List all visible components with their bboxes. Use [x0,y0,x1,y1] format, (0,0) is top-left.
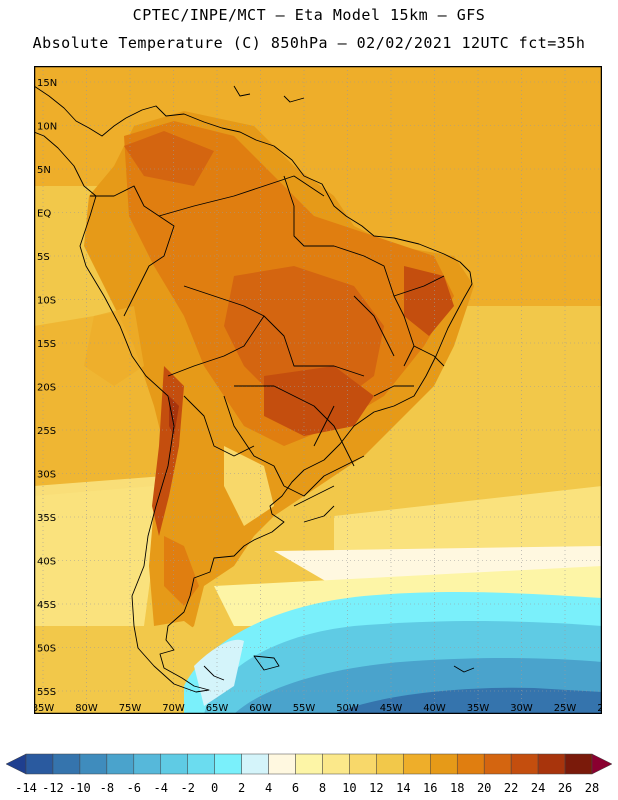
colorbar-swatch [214,753,242,775]
colorbar-label: 2 [238,781,245,795]
lon-label: 45W [380,703,403,714]
lon-label: 75W [119,703,142,714]
lat-label: 15N [37,78,57,89]
lat-label: 20S [37,383,56,394]
colorbar-label: -8 [100,781,114,795]
colorbar-label: 22 [504,781,518,795]
colorbar-swatch [241,753,269,775]
colorbar-swatch [52,753,81,775]
lon-label: 35W [467,703,490,714]
colorbar-swatch [187,753,215,775]
colorbar: -14 -12 -10 -8 -6 -4 -2 0 2 4 6 8 10 12 14 16 18 20 22 24 26… [6,753,612,795]
lat-label: 40S [37,557,56,568]
colorbar-swatch [268,753,296,775]
temperature-map: 15N 10N 5N EQ 5S 10S 15S 20S 25S 30S 35S 40S 45S 50S 5… [34,66,602,714]
lat-label: 45S [37,600,56,611]
colorbar-label: -2 [180,781,194,795]
colorbar-label: 16 [423,781,437,795]
colorbar-swatch [430,753,458,775]
map-gridlines [34,66,602,714]
colorbar-swatch [160,753,188,775]
lat-label: 50S [37,644,56,655]
colorbar-swatch [403,753,431,775]
colorbar-label: 10 [342,781,356,795]
lat-label: 10S [37,296,56,307]
lon-label: 30W [510,703,533,714]
colorbar-label: 20 [477,781,491,795]
latitude-labels: 15N 10N 5N EQ 5S 10S 15S 20S 25S 30S 35S 40S 45S 50S 5… [37,78,57,698]
colorbar-min-arrow [6,753,27,775]
colorbar-swatch [456,753,485,775]
lat-label: EQ [37,209,51,220]
lat-label: 5N [37,165,51,176]
colorbar-swatch [483,753,512,775]
lon-label: 40W [423,703,446,714]
lon-label: 60W [249,703,272,714]
colorbar-label: 6 [292,781,299,795]
colorbar-swatch [295,753,323,775]
lon-label: 70W [162,703,185,714]
lat-label: 35S [37,513,56,524]
colorbar-swatch [376,753,404,775]
colorbar-label: 28 [585,781,599,795]
colorbar-label: -12 [42,781,64,795]
colorbar-swatch [349,753,377,775]
colorbar-swatch [106,753,135,775]
lon-label: 20W [597,703,602,714]
colorbar-label: 26 [558,781,572,795]
coastlines-borders [34,85,475,693]
lat-label: 5S [37,252,50,263]
colorbar-swatch [79,753,108,775]
colorbar-swatch [510,753,539,775]
lon-label: 65W [206,703,229,714]
colorbar-swatch [133,753,162,775]
colorbar-label: 24 [531,781,545,795]
lat-label: 25S [37,426,56,437]
colorbar-swatch [564,753,593,775]
colorbar-label: 0 [211,781,218,795]
chart-title-line1: CPTEC/INPE/MCT – Eta Model 15km – GFS [132,6,486,24]
lon-label: 50W [336,703,359,714]
lat-label: 55S [37,687,56,698]
lat-label: 30S [37,470,56,481]
colorbar-label: 4 [265,781,272,795]
colorbar-label: -14 [15,781,37,795]
map-frame [34,66,602,714]
chart-title-line2: Absolute Temperature (C) 850hPa – 02/02/… [32,34,586,52]
colorbar-swatch [322,753,350,775]
lon-label: 25W [554,703,577,714]
colorbar-label: 8 [319,781,326,795]
colorbar-label: 14 [396,781,410,795]
colorbar-max-arrow [591,753,612,775]
colorbar-label: 12 [369,781,383,795]
lat-label: 10N [37,122,57,133]
colorbar-label: -6 [127,781,141,795]
lon-label: 85W [34,703,54,714]
colorbar-swatch [537,753,566,775]
colorbar-label: 18 [450,781,464,795]
longitude-labels: 85W 80W 75W 70W 65W 60W 55W 50W 45W 40W 35W 30W 25W 2… [34,703,602,714]
colorbar-label: -10 [69,781,91,795]
colorbar-swatch [25,753,54,775]
lon-label: 80W [75,703,98,714]
lat-label: 15S [37,339,56,350]
temperature-field [34,66,602,714]
lon-label: 55W [293,703,316,714]
colorbar-label: -4 [154,781,168,795]
